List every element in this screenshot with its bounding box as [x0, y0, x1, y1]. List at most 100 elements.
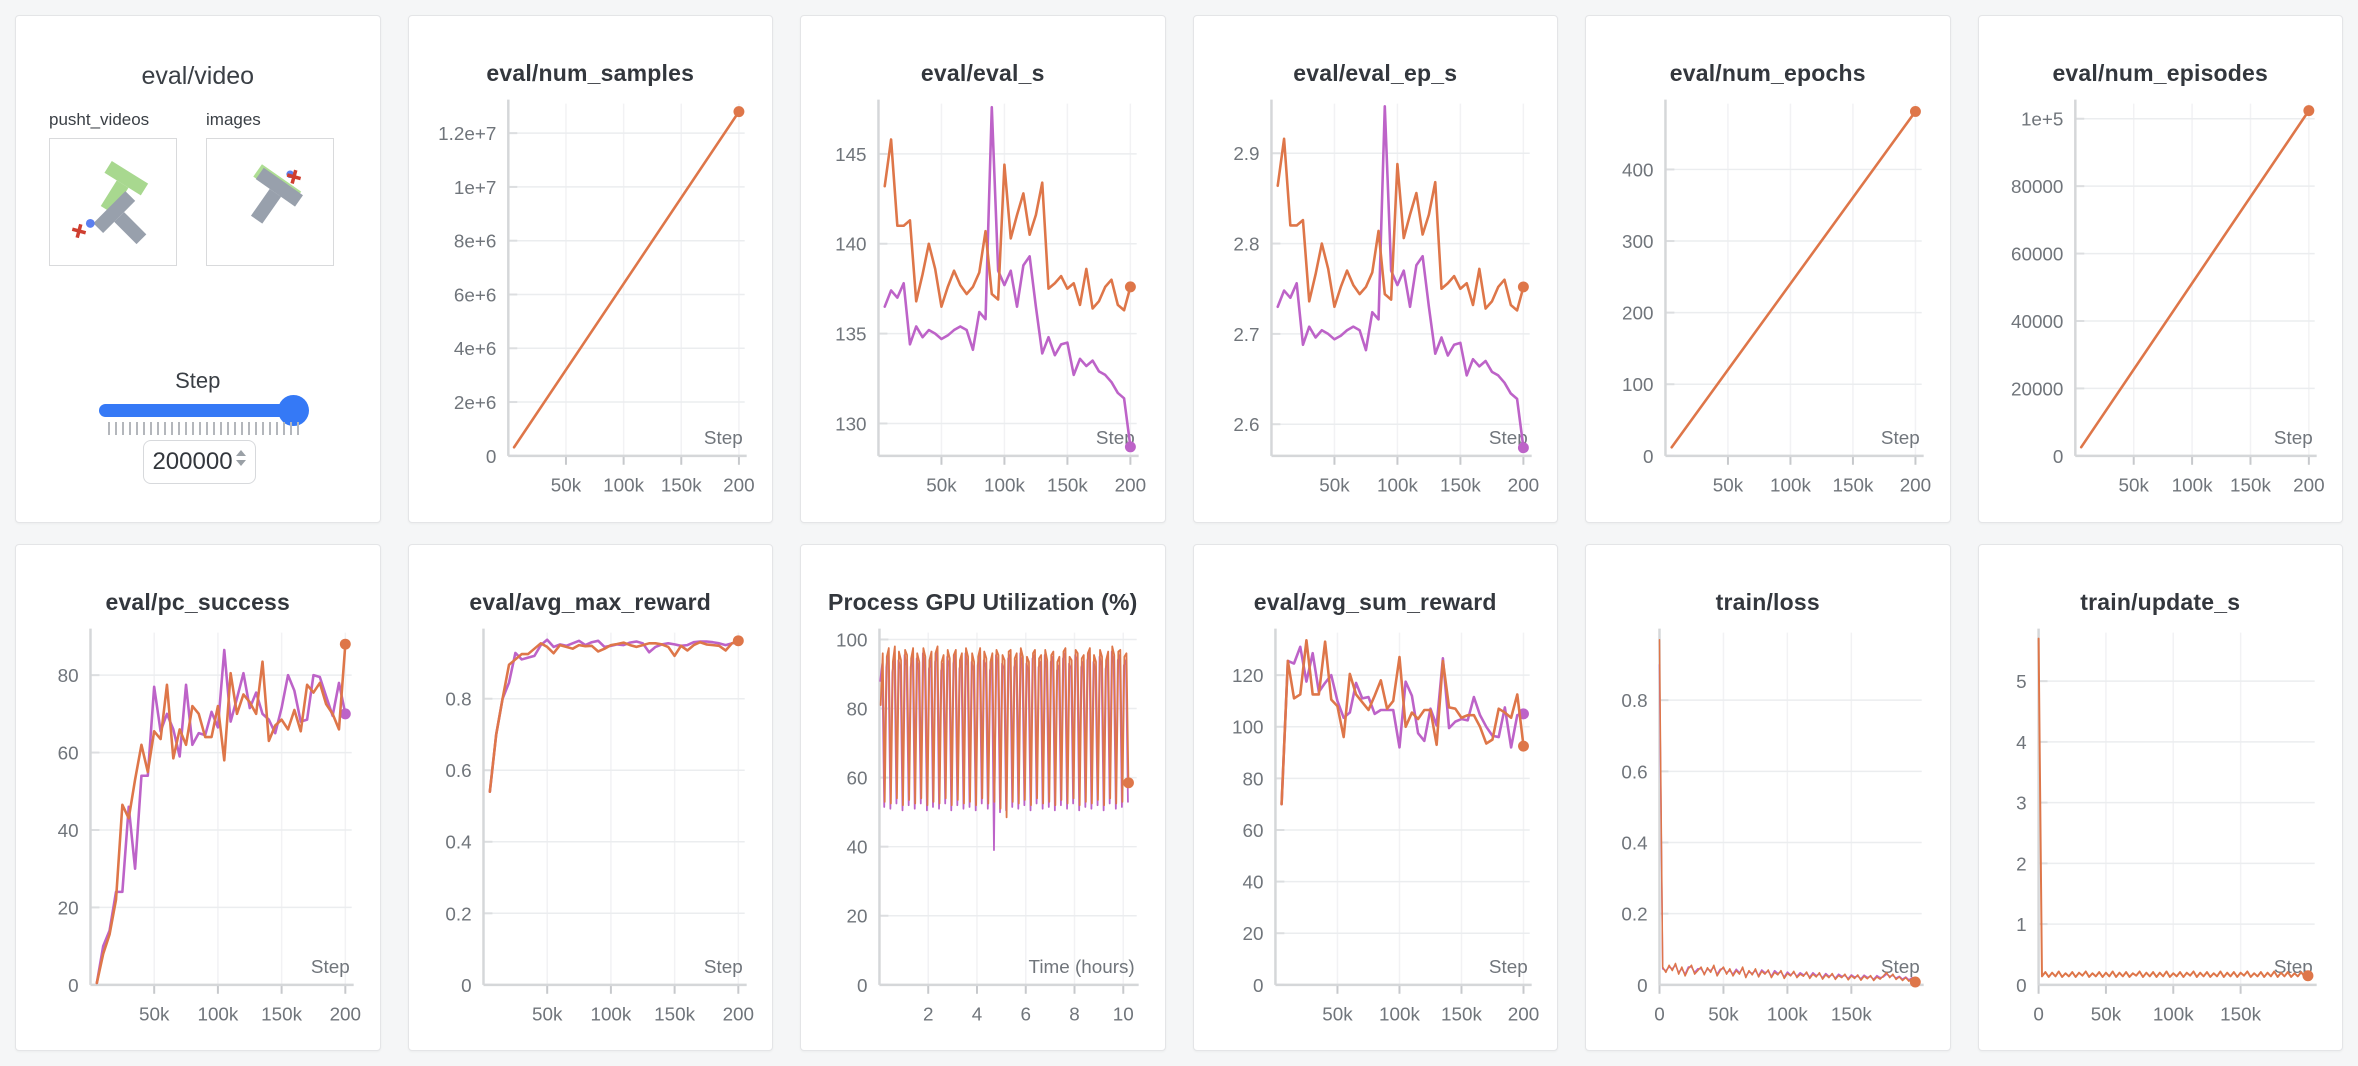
- x-tick-label: 100k: [2171, 476, 2212, 497]
- y-tick-label: 0: [857, 975, 867, 996]
- x-tick-label: 4: [972, 1004, 982, 1025]
- y-tick-label: 1.2e+7: [438, 124, 496, 145]
- stepper-up-icon[interactable]: [236, 450, 246, 456]
- panel-eval-avg-sum-reward: eval/avg_sum_reward 50k 100k 150k 200 0 20 40 6…: [1192, 543, 1558, 1051]
- x-tick-label: 150k: [1832, 476, 1873, 497]
- x-tick-label: 150k: [2230, 476, 2271, 497]
- series-line-orange-run: [883, 138, 1132, 312]
- y-tick-label: 0.4: [445, 832, 471, 853]
- y-tick-label: 0: [68, 975, 78, 996]
- thumbnail-label-images: images: [206, 110, 261, 129]
- y-tick-label: 0: [2052, 447, 2062, 468]
- x-tick-label: 50k: [1322, 1004, 1353, 1025]
- series-line-purple-run: [488, 637, 740, 793]
- chart-plot-train-loss[interactable]: 0 50k 100k 150k 0 0.2 0.4 0.6 0.8 Step: [1586, 545, 1950, 1051]
- y-tick-label: 40: [1242, 872, 1263, 893]
- step-slider-handle[interactable]: [278, 395, 309, 426]
- video-thumbnail-images[interactable]: [206, 138, 334, 266]
- pusht-scene-image: [71, 160, 149, 245]
- step-stepper[interactable]: [236, 450, 246, 466]
- series-line-purple-run: [1279, 645, 1525, 806]
- chart-plot-train-update-s[interactable]: 0 50k 100k 150k 0 1 2 3 4 5 Step: [1979, 545, 2343, 1051]
- chart-plot-eval-eval-ep-s[interactable]: 50k 100k 150k 200 2.6 2.7 2.8 2.9 Step: [1194, 16, 1558, 522]
- y-tick-label: 130: [835, 414, 866, 435]
- series-endpoint-orange-run: [1909, 105, 1921, 117]
- chart-plot-eval-pc-success[interactable]: 50k 100k 150k 200 0 20 40 60 80 Step: [16, 545, 380, 1051]
- y-tick-label: 100: [1622, 375, 1653, 396]
- x-tick-label: 50k: [1713, 476, 1744, 497]
- y-tick-label: 0.8: [1621, 691, 1647, 712]
- chart-plot-eval-num-episodes[interactable]: 50k 100k 150k 200 0 20000 40000 60000 80000 1e+5 S…: [1979, 16, 2343, 522]
- y-tick-label: 1e+5: [2020, 110, 2062, 131]
- pusht-observation-image: [250, 164, 303, 224]
- chart-title: eval/eval_s: [920, 60, 1045, 86]
- y-tick-label: 400: [1622, 160, 1653, 181]
- y-tick-label: 0.8: [445, 689, 471, 710]
- y-tick-label: 0.2: [1621, 904, 1647, 925]
- y-tick-label: 20: [1242, 924, 1263, 945]
- series-endpoint-orange-run: [732, 106, 744, 118]
- x-tick-label: 100k: [1767, 1004, 1808, 1025]
- step-slider-label: Step: [175, 368, 221, 393]
- y-tick-label: 4e+6: [453, 339, 495, 360]
- y-tick-label: 100: [1232, 717, 1263, 738]
- y-tick-label: 8e+6: [453, 232, 495, 253]
- series-endpoint-orange-run: [1123, 776, 1134, 788]
- series-line-orange-run: [1275, 137, 1525, 312]
- panel-process-gpu-utilization: Process GPU Utilization (%) 2 4 6 8 10 0 20 40 6…: [800, 543, 1166, 1051]
- x-tick-label: 100k: [1379, 1004, 1420, 1025]
- x-tick-label: 200: [1900, 476, 1931, 497]
- chart-plot-eval-avg-max-reward[interactable]: 50k 100k 150k 200 0 0.2 0.4 0.6 0.8 Step: [409, 545, 773, 1051]
- y-tick-label: 2.6: [1233, 415, 1259, 436]
- y-tick-label: 0: [1643, 447, 1653, 468]
- y-tick-label: 2e+6: [453, 393, 495, 414]
- y-tick-label: 0: [485, 447, 495, 468]
- video-thumbnail-pusht-videos[interactable]: [49, 138, 177, 266]
- x-tick-label: 100k: [1770, 476, 1811, 497]
- x-axis-label: Step: [2273, 428, 2312, 449]
- chart-plot-eval-num-samples[interactable]: 50k 100k 150k 200 0 2e+6 4e+6 6e+6 8e+6 1e+7 1.2e+…: [409, 16, 773, 522]
- y-tick-label: 20000: [2010, 379, 2062, 400]
- series-line-orange-run: [2079, 109, 2310, 449]
- series-line-orange-run: [1658, 638, 1917, 983]
- y-tick-label: 1: [2016, 915, 2026, 936]
- series-line-orange-run: [1670, 110, 1917, 449]
- panel-train-loss: train/loss 0 50k 100k 150k 0 0.2 0.4 0.6 0.8 Step: [1585, 543, 1951, 1051]
- x-axis-label: Step: [1881, 428, 1920, 449]
- y-tick-label: 0: [1253, 975, 1263, 996]
- y-tick-label: 2.9: [1233, 144, 1259, 165]
- step-number-input[interactable]: 200000: [143, 440, 256, 484]
- chart-plot-eval-eval-s[interactable]: 50k 100k 150k 200 130 135 140 145 Step: [801, 16, 1165, 522]
- panel-eval-avg-max-reward: eval/avg_max_reward 50k 100k 150k 200 0 0.2 0.…: [407, 543, 773, 1051]
- y-tick-label: 5: [2016, 672, 2026, 693]
- y-tick-label: 140: [835, 235, 866, 256]
- series-endpoint-orange-run: [2302, 105, 2314, 117]
- chart-plot-eval-avg-sum-reward[interactable]: 50k 100k 150k 200 0 20 40 60 80 100 120 Step: [1194, 545, 1558, 1051]
- y-tick-label: 40: [58, 820, 79, 841]
- y-tick-label: 0.6: [445, 761, 471, 782]
- x-tick-label: 150k: [2220, 1004, 2261, 1025]
- y-tick-label: 80: [847, 699, 868, 720]
- x-axis-label: Time (hours): [1029, 956, 1135, 977]
- x-tick-label: 200: [722, 1004, 753, 1025]
- x-tick-label: 200: [1507, 476, 1538, 497]
- y-tick-label: 80000: [2010, 177, 2062, 198]
- step-slider[interactable]: [99, 395, 309, 426]
- chart-title: eval/avg_max_reward: [469, 588, 712, 615]
- y-tick-label: 20: [847, 906, 868, 927]
- x-axis-label: Step: [703, 428, 742, 449]
- y-tick-label: 135: [835, 325, 866, 346]
- x-tick-label: 150k: [654, 1004, 695, 1025]
- x-tick-label: 50k: [550, 476, 581, 497]
- panel-eval-num-episodes: eval/num_episodes 50k 100k 150k 200 0 20000 40…: [1977, 15, 2343, 523]
- panel-eval-pc-success: eval/pc_success 50k 100k 150k 200 0 20 40 60 80 S…: [15, 543, 381, 1051]
- stepper-down-icon[interactable]: [236, 460, 246, 466]
- x-tick-label: 200: [2293, 476, 2324, 497]
- y-tick-label: 60000: [2010, 245, 2062, 266]
- series-line-orange-run: [488, 639, 740, 793]
- y-tick-label: 20: [58, 898, 79, 919]
- chart-plot-eval-num-epochs[interactable]: 50k 100k 150k 200 0 100 200 300 400 Step: [1586, 16, 1950, 522]
- y-tick-label: 300: [1622, 232, 1653, 253]
